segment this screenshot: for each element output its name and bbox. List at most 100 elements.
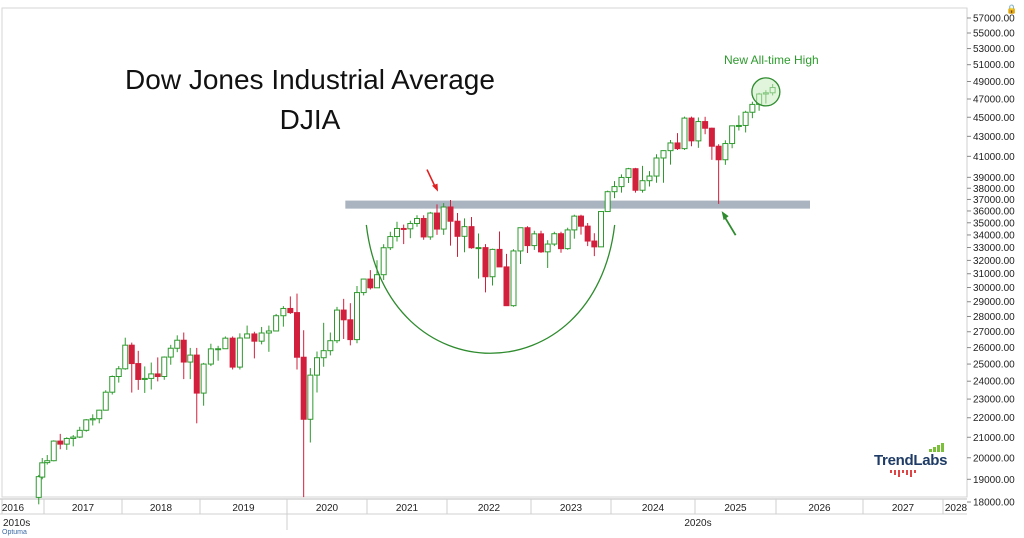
y-tick-label: 53000.00 (973, 44, 1015, 55)
candle-body (729, 125, 736, 145)
candle-body (625, 168, 632, 178)
logo-dash (898, 470, 900, 477)
candle-body (334, 309, 340, 342)
y-tick-label: 32000.00 (973, 256, 1015, 267)
candle-body (604, 191, 611, 213)
candle-body (320, 350, 327, 359)
x-year-label: 2026 (808, 503, 831, 514)
candle-body (461, 226, 468, 237)
y-tick-label: 31000.00 (973, 269, 1015, 280)
all-time-high-note: New All-time High (724, 53, 819, 67)
candle-body (468, 226, 475, 249)
candle-body (618, 176, 625, 188)
candle-body (715, 145, 722, 161)
candle-body (695, 121, 702, 142)
candle-body (722, 143, 729, 161)
candle-body (639, 180, 646, 191)
y-tick-label: 37000.00 (973, 195, 1015, 206)
y-tick-label: 45000.00 (973, 113, 1015, 124)
candle-body (57, 440, 64, 445)
candle-body (735, 124, 742, 127)
y-tick-label: 28000.00 (973, 312, 1015, 323)
y-tick-label: 26000.00 (973, 343, 1015, 354)
candle-body (96, 409, 103, 420)
candle-body (584, 225, 591, 242)
logo-dash (910, 470, 912, 477)
candle-body (294, 312, 300, 358)
ath-highlight-circle (751, 77, 781, 107)
candle-body (681, 117, 688, 150)
resistance-band (345, 200, 810, 209)
candle-body (236, 337, 243, 368)
y-tick-label: 23000.00 (973, 395, 1015, 406)
candle-body (367, 278, 374, 289)
candle-body (287, 307, 294, 314)
candle-body (215, 348, 222, 351)
x-year-label: 2020 (316, 503, 339, 514)
candle-body (551, 233, 558, 245)
candle-body (251, 333, 258, 342)
candle-body (632, 168, 639, 191)
candle-body (347, 319, 354, 341)
candle-body (524, 227, 531, 247)
candle-body (229, 337, 236, 368)
y-tick-label: 39000.00 (973, 173, 1015, 184)
x-year-label: 2019 (232, 503, 255, 514)
y-tick-label: 18000.00 (973, 498, 1015, 509)
candle-body (564, 229, 571, 250)
lock-icon[interactable]: 🔒 (1006, 4, 1018, 14)
logo-bar (941, 443, 944, 452)
y-tick-label: 20000.00 (973, 453, 1015, 464)
candle-body (427, 212, 434, 238)
candle-body (222, 337, 229, 350)
cup-arc (365, 224, 616, 354)
candle-body (510, 250, 517, 307)
candle-body (307, 374, 314, 420)
candle-body (400, 227, 407, 230)
candle-body (517, 227, 524, 252)
candle-body (544, 243, 551, 253)
candle-body (265, 330, 272, 334)
x-year-label: 2018 (150, 503, 173, 514)
candle-body (193, 354, 200, 394)
candle-body (503, 266, 510, 307)
candle-body (688, 117, 695, 142)
y-tick-label: 36000.00 (973, 206, 1015, 217)
y-tick-label: 35000.00 (973, 218, 1015, 229)
y-tick-label: 27000.00 (973, 327, 1015, 338)
candle-body (187, 354, 194, 363)
candle-body (440, 206, 447, 230)
y-tick-label: 57000.00 (973, 14, 1015, 25)
chart-subtitle: DJIA (279, 104, 341, 135)
candle-body (167, 347, 174, 358)
optuma-footer: Optuma (2, 529, 27, 536)
candle-body (50, 440, 57, 462)
y-tick-label: 41000.00 (973, 152, 1015, 163)
candle-body (646, 175, 653, 182)
x-year-label: 2024 (642, 503, 665, 514)
y-tick-label: 34000.00 (973, 230, 1015, 241)
y-tick-label: 25000.00 (973, 360, 1015, 371)
x-year-label: 2028 (945, 503, 968, 514)
candle-body (109, 376, 116, 393)
x-year-label: 2017 (72, 503, 95, 514)
y-tick-label: 33000.00 (973, 243, 1015, 254)
candle-body (598, 211, 604, 248)
x-year-label: 2023 (560, 503, 583, 514)
candle-body (327, 340, 334, 352)
y-tick-label: 51000.00 (973, 60, 1015, 71)
y-tick-label: 24000.00 (973, 377, 1015, 388)
candle-body (180, 339, 187, 363)
candle-body (475, 247, 482, 250)
candle-body (394, 227, 400, 238)
candle-body (244, 333, 251, 339)
logo-dash (914, 470, 916, 473)
candle-body (482, 247, 489, 278)
candle-body (83, 419, 90, 431)
y-tick-label: 30000.00 (973, 283, 1015, 294)
y-tick-label: 19000.00 (973, 475, 1015, 486)
candle-body (39, 462, 46, 478)
candle-body (742, 111, 749, 126)
logo-dash (894, 470, 896, 475)
candle-body (702, 121, 709, 129)
